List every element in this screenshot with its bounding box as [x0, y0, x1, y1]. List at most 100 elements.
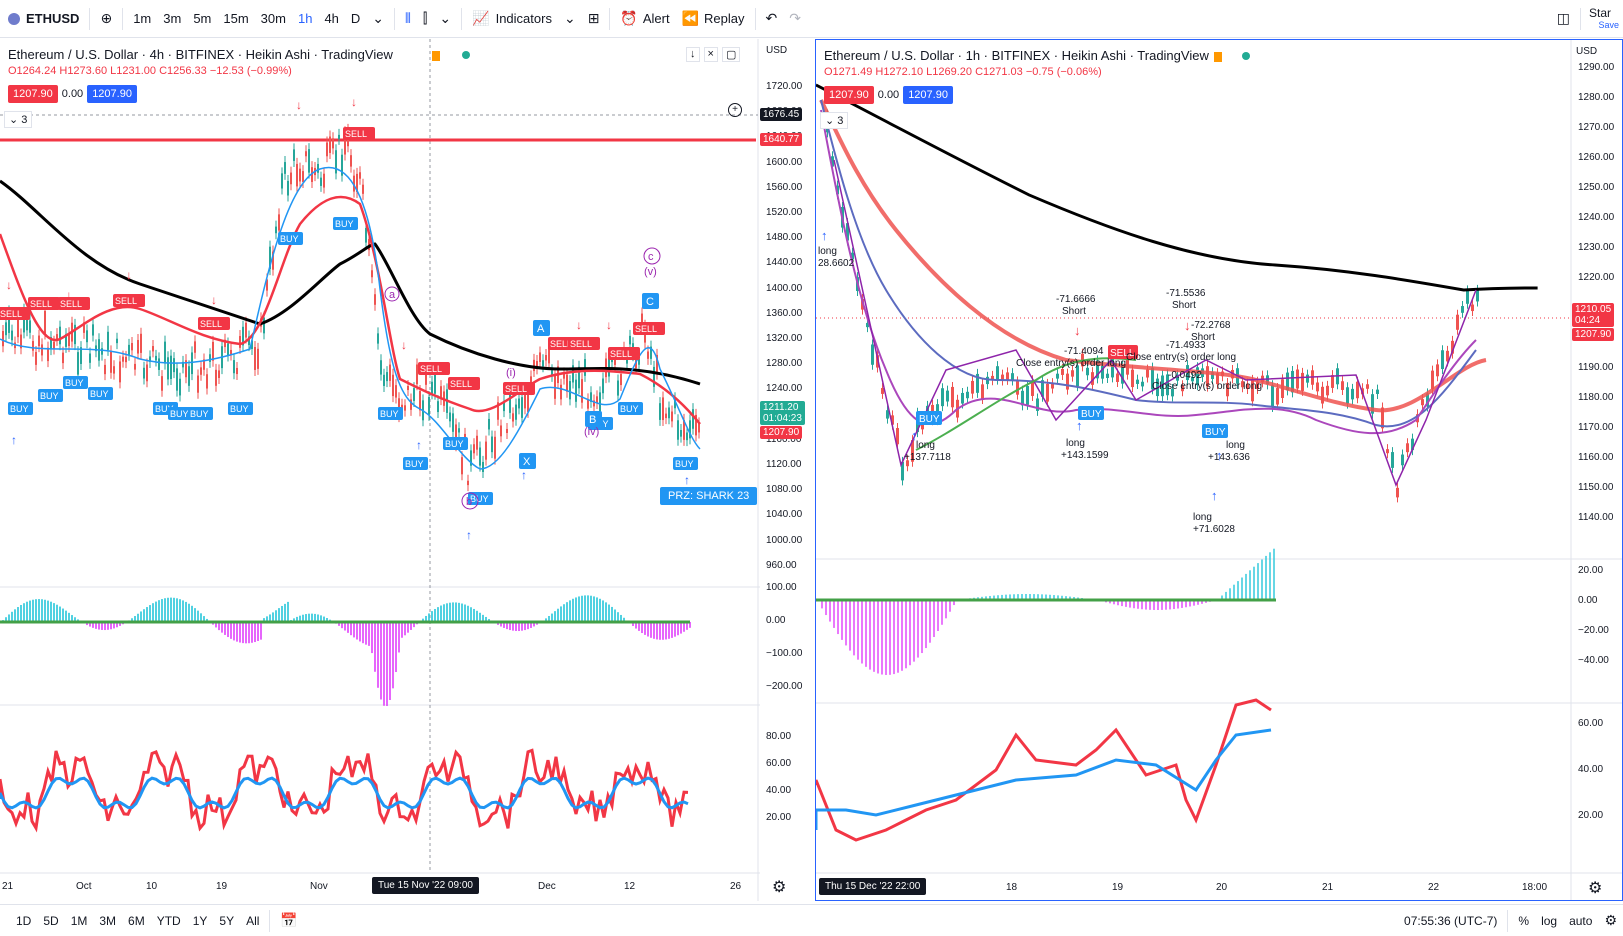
macd-bar	[1049, 594, 1051, 600]
interval-5m[interactable]: 5m	[193, 11, 212, 26]
interval-1m[interactable]: 1m	[133, 11, 152, 26]
candle-body	[665, 413, 667, 419]
sell-signal-label: SELL	[450, 379, 472, 389]
chevron-down-icon[interactable]: ⌄	[439, 10, 452, 27]
axis-tick-label: 1190.00	[1578, 362, 1614, 373]
left-time-axis[interactable]: 21 Oct 10 19 Nov Dec 12 26	[0, 877, 758, 897]
interval-15m[interactable]: 15m	[223, 11, 249, 26]
interval-d[interactable]: D	[350, 11, 361, 26]
candle-body	[365, 228, 367, 243]
macd-bar	[656, 622, 658, 640]
signal-marker	[38, 389, 63, 402]
right-chart-canvas[interactable]: BUY BUY BUY SELL ↑ ↑ ↑ ↑ ↑ ↓ ↓	[816, 40, 1622, 900]
up-arrow-icon: ↑	[521, 468, 527, 482]
close-pane-icon[interactable]: ×	[703, 47, 718, 62]
candle-body	[1176, 374, 1179, 381]
macd-bar	[1005, 594, 1007, 600]
range-1m[interactable]: 1M	[70, 913, 88, 928]
macd-bar	[38, 599, 40, 622]
left-trade-box[interactable]: 1207.90 0.00 1207.90	[8, 85, 137, 103]
candle-body	[440, 386, 442, 400]
settings-gear-icon[interactable]: ⚙	[1588, 880, 1603, 897]
bar-style-icon[interactable]: ⫴	[405, 10, 411, 27]
macd-bar	[1269, 552, 1271, 600]
macd-bar	[188, 603, 190, 622]
time-tick-label: 18	[1006, 882, 1018, 893]
candle-body	[458, 428, 460, 433]
interval-4h[interactable]: 4h	[324, 11, 339, 26]
macd-bar	[841, 600, 843, 640]
templates-grid-icon[interactable]: ⊞	[587, 10, 600, 27]
wave-label-i: (i)	[506, 367, 516, 379]
save-button[interactable]: Star Save	[1585, 7, 1623, 31]
macd-bar	[1193, 600, 1195, 606]
candle-body	[1096, 360, 1099, 379]
alert-button[interactable]: ⏰ Alert	[614, 4, 675, 34]
candle-body	[1191, 376, 1194, 382]
candle-body	[290, 172, 292, 185]
symbol-search[interactable]: ETHUSD	[0, 4, 85, 34]
log-toggle[interactable]: log	[1541, 913, 1558, 928]
undo-icon[interactable]: ↶	[765, 10, 778, 27]
macd-bar	[503, 622, 505, 628]
sell-price[interactable]: 1207.90	[8, 85, 58, 103]
right-time-axis[interactable]: 17181920212218:00	[816, 878, 1571, 898]
left-chart-pane[interactable]: BUY BUY BUY BUY BUY BUY BUY BUY BUY BUY BUY BUY BUY B…	[0, 39, 805, 901]
toolbar-right: ◫ Star Save	[1551, 4, 1623, 34]
right-trade-box[interactable]: 1207.90 0.00 1207.90	[824, 86, 953, 104]
replay-button[interactable]: ⏪ Replay	[676, 4, 751, 34]
clock[interactable]: 07:55:36 (UTC-7)	[1404, 913, 1498, 928]
candle-body	[215, 369, 217, 386]
macd-bar	[985, 596, 987, 600]
buy-price[interactable]: 1207.90	[903, 86, 953, 104]
range-ytd[interactable]: YTD	[156, 913, 181, 928]
indicator-collapse[interactable]: ⌄ 3	[820, 112, 849, 129]
flag-icon[interactable]	[432, 51, 440, 61]
macd-bar	[173, 597, 175, 622]
signal-marker	[633, 322, 665, 335]
right-chart-pane[interactable]: BUY BUY BUY SELL ↑ ↑ ↑ ↑ ↑ ↓ ↓ Ethereum / U.S. Dol…	[815, 39, 1623, 901]
compare-plus-icon[interactable]: ⊕	[100, 10, 113, 27]
range-3m[interactable]: 3M	[99, 913, 117, 928]
date-range-icon[interactable]: 📅	[280, 912, 298, 929]
candle-body	[587, 399, 589, 409]
range-1y[interactable]: 1Y	[192, 913, 208, 928]
macd-bar	[368, 622, 370, 646]
candle-style-icon[interactable]: ⫿	[422, 10, 428, 27]
macd-bar	[941, 600, 943, 625]
buy-price[interactable]: 1207.90	[87, 85, 137, 103]
candle-body	[407, 386, 409, 391]
auto-toggle[interactable]: auto	[1569, 913, 1593, 928]
indicators-button[interactable]: 📈 Indicators	[466, 4, 558, 34]
macd-bar	[479, 612, 481, 622]
move-down-icon[interactable]: ↓	[686, 47, 700, 62]
macd-bar	[20, 604, 22, 622]
chevron-down-icon[interactable]: ⌄	[563, 10, 576, 27]
add-plus-icon[interactable]: +	[728, 103, 742, 117]
redo-icon[interactable]: ↷	[789, 10, 801, 27]
down-arrow-icon: ↓	[606, 318, 612, 332]
range-all[interactable]: All	[246, 913, 260, 928]
maximize-icon[interactable]: ▢	[721, 47, 741, 62]
range-1d[interactable]: 1D	[16, 913, 32, 928]
interval-3m[interactable]: 3m	[163, 11, 182, 26]
candle-body	[320, 177, 322, 186]
candle-body	[569, 381, 571, 400]
range-5d[interactable]: 5D	[43, 913, 59, 928]
percent-toggle[interactable]: %	[1518, 913, 1530, 928]
candle-body	[386, 372, 388, 382]
settings-gear-icon[interactable]: ⚙	[1604, 912, 1617, 929]
interval-30m[interactable]: 30m	[260, 11, 286, 26]
macd-bar	[1061, 595, 1063, 600]
sell-price[interactable]: 1207.90	[824, 86, 874, 104]
settings-gear-icon[interactable]: ⚙	[772, 879, 787, 896]
chevron-down-icon[interactable]: ⌄	[372, 10, 385, 27]
candle-body	[656, 354, 658, 374]
indicator-collapse[interactable]: ⌄ 3	[4, 111, 33, 128]
layout-icon[interactable]: ◫	[1556, 10, 1570, 27]
range-5y[interactable]: 5Y	[219, 913, 235, 928]
range-6m[interactable]: 6M	[128, 913, 145, 928]
flag-icon[interactable]	[1214, 52, 1222, 62]
interval-1h[interactable]: 1h	[297, 11, 313, 26]
